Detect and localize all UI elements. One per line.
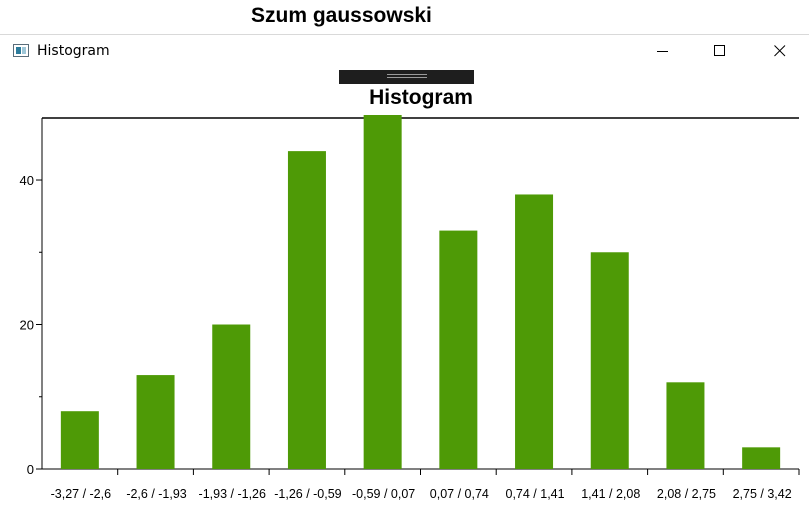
window-title: Histogram: [37, 43, 110, 59]
minimize-button[interactable]: [640, 35, 686, 67]
x-tick-label: 1,41 / 2,08: [581, 487, 640, 501]
x-tick-label: -2,6 / -1,93: [126, 487, 186, 501]
histogram-bar: [439, 230, 478, 469]
close-button[interactable]: [757, 35, 803, 67]
histogram-bar: [60, 411, 99, 469]
y-tick-label: 40: [20, 173, 34, 188]
x-tick-label: -1,26 / -0,59: [274, 487, 341, 501]
close-icon: [774, 45, 786, 57]
x-tick-label: 0,74 / 1,41: [506, 487, 565, 501]
background-app-header: Szum gaussowski: [0, 0, 809, 34]
background-app-title: Szum gaussowski: [251, 4, 432, 27]
app-window-icon: [13, 44, 29, 57]
histogram-window: Histogram: [0, 34, 809, 513]
x-tick-label: -3,27 / -2,6: [51, 487, 111, 501]
histogram-bar: [590, 252, 629, 469]
histogram-bar: [742, 447, 781, 469]
histogram-bar: [212, 324, 251, 469]
x-tick-label: -1,93 / -1,26: [199, 487, 266, 501]
y-tick-label: 20: [20, 318, 34, 333]
histogram-bar: [363, 115, 402, 469]
x-tick-label: -0,59 / 0,07: [352, 487, 415, 501]
histogram-bar: [136, 375, 175, 469]
x-tick-label: 2,75 / 3,42: [733, 487, 792, 501]
window-titlebar[interactable]: Histogram: [0, 35, 809, 67]
y-tick-label: 0: [27, 462, 34, 477]
chart-title: Histogram: [369, 86, 473, 109]
x-tick-label: 2,08 / 2,75: [657, 487, 716, 501]
histogram-bar: [666, 382, 705, 469]
maximize-button[interactable]: [697, 35, 743, 67]
minimize-icon: [657, 51, 668, 52]
maximize-icon: [714, 45, 725, 56]
chart-toolbar-drag-handle[interactable]: [339, 70, 474, 84]
histogram-bar: [515, 194, 554, 469]
histogram-bar: [287, 151, 326, 470]
x-tick-label: 0,07 / 0,74: [430, 487, 489, 501]
